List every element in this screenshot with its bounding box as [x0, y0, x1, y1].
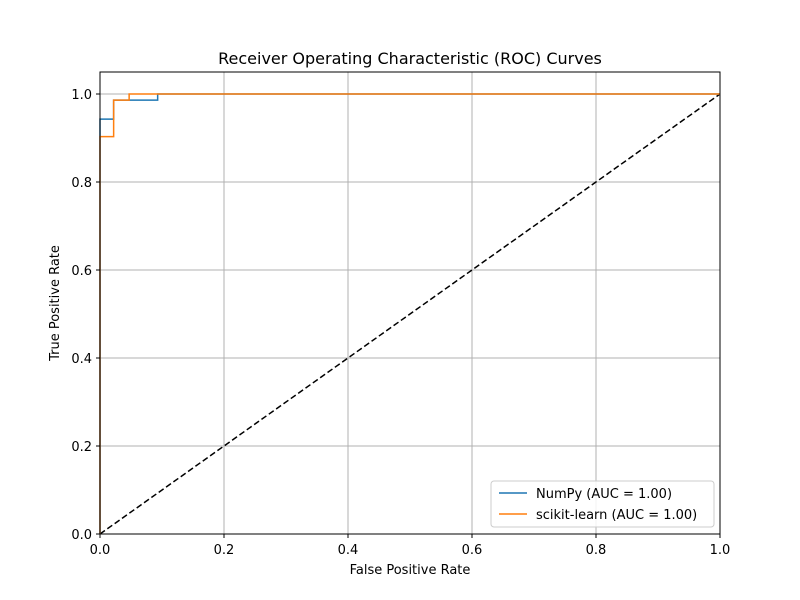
- x-axis-label: False Positive Rate: [350, 563, 471, 578]
- x-tick-label: 0.2: [214, 543, 235, 558]
- x-tick-label: 0.6: [462, 543, 483, 558]
- x-tick-label: 1.0: [710, 543, 731, 558]
- y-tick-label: 0.8: [71, 176, 92, 191]
- legend: NumPy (AUC = 1.00) scikit-learn (AUC = 1.…: [490, 480, 715, 528]
- y-tick-label: 0.0: [71, 528, 92, 543]
- legend-label: NumPy (AUC = 1.00): [536, 487, 672, 502]
- chance-reference-line: [99, 93, 721, 535]
- y-axis-label: True Positive Rate: [48, 245, 63, 362]
- plot-frame: [99, 71, 721, 535]
- y-tick-label: 1.0: [71, 88, 92, 103]
- axis-ticks: 0.0 0.2 0.4 0.6 0.8 1.0 0.0 0.2 0.4 0.6 0.8 1.0: [71, 88, 730, 558]
- y-tick-label: 0.6: [71, 264, 92, 279]
- y-tick-label: 0.4: [71, 352, 92, 367]
- x-tick-label: 0.4: [338, 543, 359, 558]
- reference-line-layer: [99, 93, 721, 535]
- y-tick-label: 0.2: [71, 440, 92, 455]
- chart-title: Receiver Operating Characteristic (ROC) …: [218, 49, 602, 68]
- grid-lines: [99, 72, 721, 535]
- legend-label: scikit-learn (AUC = 1.00): [536, 508, 697, 523]
- x-tick-label: 0.8: [586, 543, 607, 558]
- legend-box: [490, 480, 715, 528]
- x-tick-label: 0.0: [90, 543, 111, 558]
